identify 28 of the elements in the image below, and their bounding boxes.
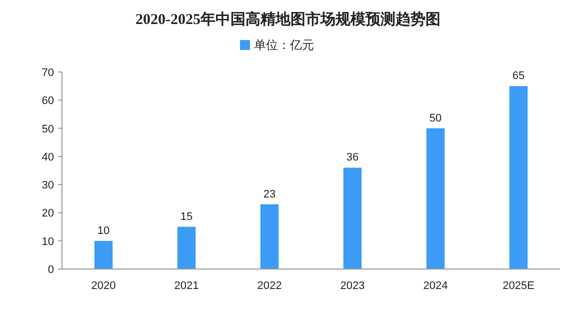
- bar: [94, 240, 113, 269]
- x-tick-label: 2025E: [502, 280, 534, 292]
- legend-label: 单位：亿元: [254, 38, 314, 52]
- data-label: 36: [346, 152, 359, 164]
- y-tick-label: 10: [42, 236, 54, 248]
- y-tick-label: 0: [48, 264, 54, 276]
- chart-title: 2020-2025年中国高精地图市场规模预测趋势图: [136, 10, 440, 28]
- y-tick-label: 40: [42, 151, 54, 164]
- bar: [260, 204, 279, 269]
- data-label: 50: [429, 112, 442, 124]
- bar: [426, 128, 445, 269]
- data-label: 65: [512, 70, 525, 82]
- y-tick-label: 20: [42, 208, 54, 220]
- y-tick-label: 30: [42, 180, 54, 192]
- bar: [509, 86, 528, 269]
- x-tick-label: 2022: [257, 280, 282, 292]
- data-label: 23: [263, 188, 276, 200]
- bar: [343, 168, 362, 269]
- y-tick-label: 50: [42, 123, 54, 136]
- x-tick-label: 2021: [174, 280, 199, 292]
- y-tick-label: 70: [42, 67, 54, 79]
- data-label: 10: [97, 224, 110, 237]
- x-tick-label: 2020: [91, 280, 116, 292]
- data-label: 15: [180, 210, 193, 223]
- x-tick-label: 2024: [423, 280, 448, 292]
- x-tick-label: 2023: [340, 280, 365, 292]
- y-tick-label: 60: [42, 95, 54, 108]
- bar: [177, 226, 196, 269]
